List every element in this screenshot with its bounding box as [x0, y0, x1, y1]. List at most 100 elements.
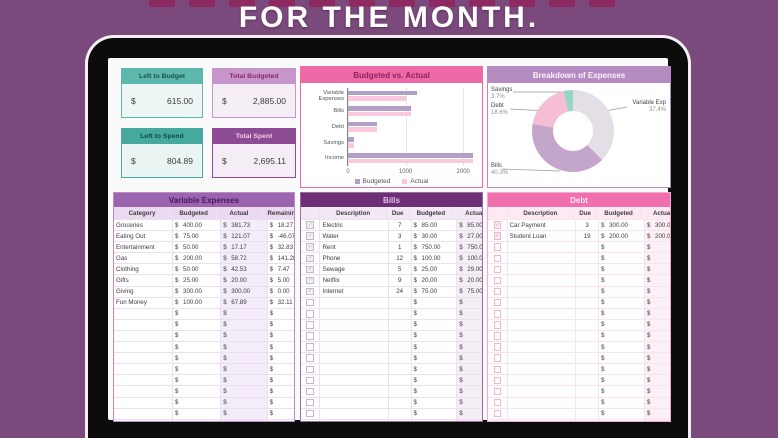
table-row[interactable]: $$ — [488, 330, 670, 343]
checkbox[interactable] — [493, 398, 502, 407]
cell[interactable]: $ — [599, 375, 645, 386]
cell[interactable]: 12 — [389, 253, 412, 264]
cell[interactable] — [320, 297, 389, 308]
cell[interactable]: $ — [221, 319, 268, 330]
cell[interactable]: $ — [645, 342, 670, 353]
cell[interactable]: $ — [412, 408, 458, 419]
cell[interactable]: $50.00 — [173, 242, 222, 253]
cell[interactable]: Giving — [114, 286, 173, 297]
table-row[interactable]: $$$ — [114, 419, 294, 421]
table-row[interactable]: $$$ — [114, 364, 294, 376]
cell[interactable]: $100.00 — [173, 297, 222, 308]
cell[interactable]: $ — [645, 253, 670, 264]
cell[interactable]: $5.00 — [269, 277, 290, 285]
cell[interactable]: $ — [599, 275, 645, 286]
cell[interactable] — [389, 297, 412, 308]
cell[interactable] — [389, 342, 412, 353]
cell[interactable]: $20.00 — [412, 275, 458, 286]
table-row[interactable]: $$ — [488, 297, 670, 309]
checkbox[interactable]: ✓ — [306, 254, 314, 263]
cell[interactable]: $ — [173, 308, 222, 319]
card-value-cell[interactable]: $ 615.00 — [122, 84, 202, 117]
cell[interactable]: $17.17 — [221, 242, 268, 253]
cell[interactable] — [320, 375, 389, 386]
cell[interactable]: $85.00 — [457, 220, 482, 231]
cell[interactable] — [114, 342, 173, 353]
cell[interactable]: $ — [645, 308, 670, 319]
cell[interactable]: $750.00 — [412, 242, 458, 253]
cell[interactable]: Netflix — [320, 275, 389, 286]
cell[interactable]: $200.00 — [645, 231, 670, 242]
cell[interactable]: $ — [412, 308, 458, 319]
cell[interactable] — [114, 375, 173, 386]
cell[interactable]: $ — [599, 242, 645, 253]
cell[interactable]: $ — [457, 364, 482, 375]
cell[interactable] — [508, 286, 577, 297]
cell[interactable]: $ — [412, 375, 458, 386]
cell[interactable] — [576, 419, 600, 421]
cell[interactable]: $58.72 — [221, 253, 268, 264]
cell[interactable]: Electric — [320, 220, 389, 231]
table-row[interactable]: Eating Out $75.00 $121.07 $ -46.07 — [114, 231, 294, 243]
cell[interactable]: $32.83 — [269, 243, 294, 251]
cell[interactable]: $ — [645, 330, 670, 342]
cell[interactable] — [576, 264, 600, 275]
cell[interactable]: $ — [221, 397, 268, 408]
cell[interactable] — [576, 408, 600, 419]
cell[interactable] — [508, 353, 577, 364]
cell[interactable] — [576, 286, 600, 297]
checkbox[interactable] — [306, 398, 314, 407]
table-row[interactable]: $$$ — [114, 319, 294, 331]
cell[interactable]: $ — [221, 330, 268, 342]
cell[interactable]: $ — [412, 386, 458, 397]
cell[interactable] — [320, 319, 389, 330]
cell[interactable]: $ — [599, 353, 645, 364]
cell[interactable] — [508, 397, 577, 408]
checkbox[interactable] — [306, 409, 314, 418]
cell[interactable]: $200.00 — [599, 231, 645, 242]
cell[interactable]: $381.73 — [221, 220, 268, 231]
cell[interactable] — [508, 264, 577, 275]
cell[interactable]: $100.00 — [412, 253, 458, 264]
cell[interactable]: $ — [457, 397, 482, 408]
checkbox[interactable] — [306, 354, 314, 362]
card-value-cell[interactable]: $ 2,695.11 — [213, 144, 295, 177]
cell[interactable] — [114, 386, 173, 397]
cell[interactable] — [508, 308, 577, 319]
cell[interactable]: $ — [173, 319, 222, 330]
cell[interactable]: $ — [269, 332, 274, 340]
checkbox[interactable] — [306, 387, 314, 396]
cell[interactable]: $ — [599, 308, 645, 319]
table-row[interactable]: ✓ Sewage 5 $25.00 $29.00 — [301, 264, 482, 276]
checkbox[interactable]: ✓ — [306, 287, 314, 296]
cell[interactable]: Water — [320, 231, 389, 242]
cell[interactable]: $ — [221, 353, 268, 364]
cell[interactable]: 5 — [389, 264, 412, 275]
cell[interactable]: $29.00 — [457, 264, 482, 275]
cell[interactable] — [320, 397, 389, 408]
cell[interactable] — [576, 319, 600, 330]
cell[interactable]: $ — [645, 242, 670, 253]
table-row[interactable]: Giving $300.00 $300.00 $0.00 — [114, 286, 294, 298]
cell[interactable]: $85.00 — [412, 220, 458, 231]
cell[interactable]: $ — [221, 408, 268, 419]
cell[interactable]: $ — [412, 297, 458, 308]
cell[interactable]: $ — [599, 386, 645, 397]
cell[interactable]: 24 — [389, 286, 412, 297]
checkbox[interactable] — [493, 287, 502, 296]
cell[interactable] — [576, 242, 600, 253]
checkbox[interactable]: ✓ — [306, 276, 314, 285]
checkbox[interactable] — [493, 332, 502, 340]
checkbox[interactable] — [493, 343, 502, 351]
checkbox[interactable]: ✓ — [306, 243, 314, 251]
cell[interactable] — [508, 419, 577, 421]
table-row[interactable]: Clothing $50.00 $42.53 $7.47 — [114, 264, 294, 276]
cell[interactable] — [320, 386, 389, 397]
cell[interactable] — [508, 342, 577, 353]
cell[interactable] — [389, 330, 412, 342]
cell[interactable]: $ — [173, 397, 222, 408]
cell[interactable] — [576, 397, 600, 408]
cell[interactable]: $ — [457, 330, 482, 342]
cell[interactable] — [576, 364, 600, 375]
